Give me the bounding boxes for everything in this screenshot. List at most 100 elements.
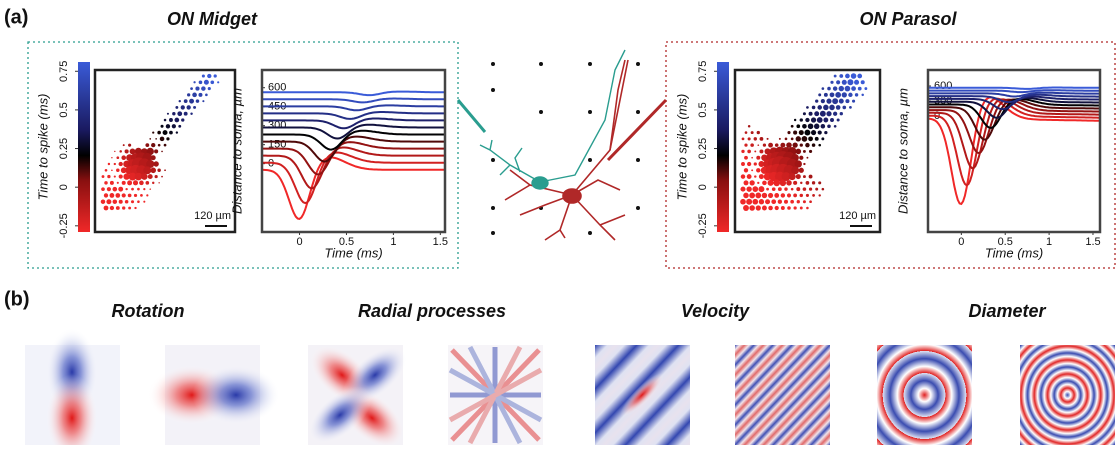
map-dot [179, 100, 181, 102]
map-dot [794, 119, 796, 121]
map-dot [174, 118, 179, 123]
map-dot [128, 194, 132, 198]
trace [928, 90, 1100, 92]
map-dot [793, 131, 797, 135]
map-dot [861, 94, 863, 96]
map-dot [774, 193, 779, 198]
map-dot [740, 199, 746, 205]
map-dot [780, 180, 786, 186]
map-dot [184, 99, 188, 103]
map-dot [811, 117, 816, 122]
map-dot [803, 163, 805, 165]
map-dot [791, 138, 794, 141]
map-dot [754, 150, 756, 152]
map-dot [750, 143, 754, 147]
map-dot [796, 187, 800, 191]
map-dot [768, 180, 774, 186]
neuron-diagram [458, 50, 666, 240]
map-dot [151, 143, 155, 147]
map-dot [104, 206, 109, 211]
map-dot [773, 180, 780, 187]
map-dot [740, 187, 745, 192]
map-dot [744, 168, 748, 172]
x-tick-label: 1 [390, 236, 396, 248]
trace [262, 112, 444, 119]
map-dot [143, 166, 151, 174]
map-dot [164, 144, 167, 147]
colorbar-tick-label: 0.25 [58, 138, 70, 159]
map-dot [749, 193, 755, 199]
map-dot [833, 112, 837, 116]
map-dot [760, 137, 764, 141]
map-dot [836, 80, 840, 84]
map-dot [790, 200, 794, 204]
map-dot [114, 176, 116, 178]
map-dot [101, 187, 105, 191]
map-dot [818, 144, 821, 147]
panel-label: (a) [4, 6, 28, 28]
map-dot [195, 87, 199, 91]
map-dot [107, 187, 111, 191]
map-dot [166, 124, 170, 128]
map-dot [806, 194, 809, 197]
map-dot [122, 181, 126, 185]
map-dot [797, 200, 800, 203]
colorbar-tick-label: 0.5 [697, 102, 709, 117]
map-dot [857, 74, 862, 79]
map-velocity-2 [735, 345, 830, 445]
map-dot [102, 175, 105, 178]
map-dot [152, 182, 154, 184]
x-tick-label: 0.5 [998, 236, 1013, 248]
group-title: Rotation [112, 301, 185, 321]
map-dot [104, 181, 107, 184]
map-dot [193, 106, 196, 109]
map-dot [122, 193, 126, 197]
map-dot [119, 150, 121, 152]
map-dot [833, 86, 837, 90]
map-dot [214, 74, 217, 77]
colorbar-tick-label: 0 [58, 184, 70, 190]
map-radial-2 [448, 345, 543, 445]
map-dot [792, 142, 797, 147]
map-dot [796, 136, 801, 141]
group-title: Velocity [681, 301, 750, 321]
map-dot [175, 106, 178, 109]
map-diameter-1 [877, 345, 972, 445]
map-dot [164, 119, 167, 122]
map-dot [196, 99, 199, 102]
group-title: Diameter [968, 301, 1046, 321]
map-dot [744, 180, 749, 185]
map-dot [178, 125, 181, 128]
map-dot [800, 194, 803, 197]
map-dot [148, 174, 153, 179]
x-tick-label: 1.5 [1085, 236, 1100, 248]
cell-panel: ON ParasolTime to spike (ms)0.750.50.250… [666, 9, 1115, 268]
map-dot [800, 182, 802, 184]
map-dot [767, 138, 769, 140]
map-dot [181, 105, 185, 109]
colorbar-label: Time to spike (ms) [674, 94, 689, 201]
map-dot [824, 131, 827, 134]
map-dot [119, 200, 123, 204]
map-dot [842, 80, 847, 85]
map-dot [818, 194, 820, 196]
map-dot [161, 125, 164, 128]
map-dot [101, 199, 106, 204]
map-dot [806, 181, 810, 185]
map-dot [864, 87, 867, 90]
map-dot [176, 131, 178, 133]
map-dot [784, 200, 788, 204]
map-dot [832, 98, 838, 104]
map-dot [743, 205, 749, 211]
map-dot [190, 112, 192, 114]
map-dot [799, 168, 804, 173]
map-dot [134, 194, 137, 197]
map-dot [201, 86, 206, 91]
map-dot [772, 187, 776, 191]
map-dot [164, 169, 166, 171]
map-dot [824, 93, 828, 97]
map-dot [114, 151, 115, 152]
colorbar-tick-label: 0.75 [58, 61, 70, 82]
map-dot [193, 81, 195, 83]
